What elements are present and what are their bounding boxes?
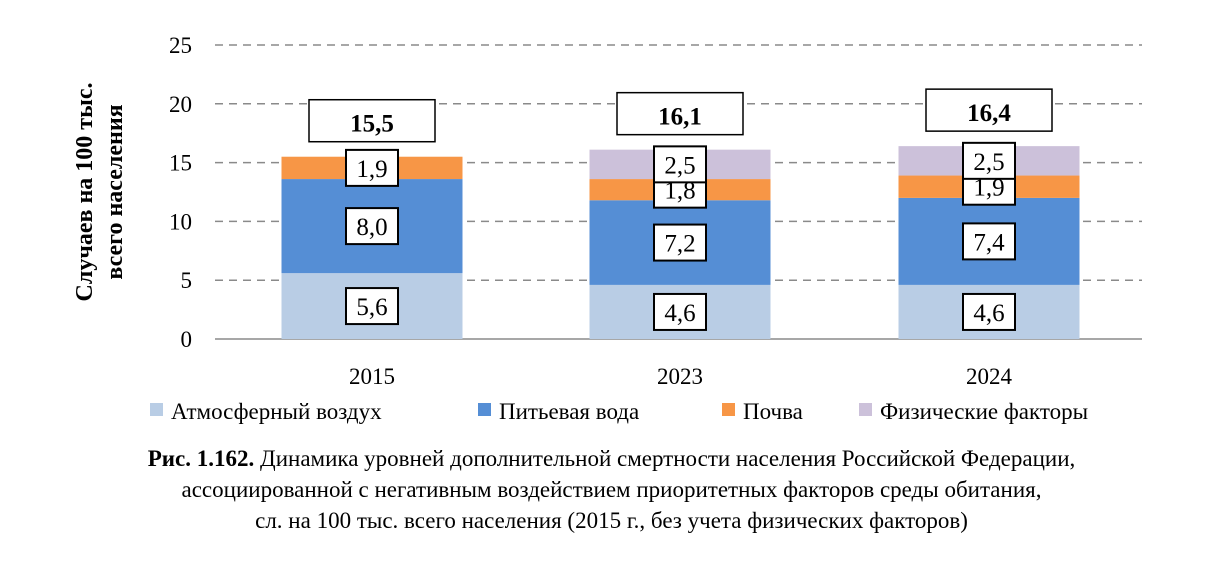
legend-swatch [722, 403, 735, 416]
y-axis-title: Случаев на 100 тыс. [72, 83, 98, 302]
caption-line-3: сл. на 100 тыс. всего населения (2015 г.… [255, 508, 968, 533]
legend-swatch [859, 403, 872, 416]
legend-label: Почва [743, 399, 803, 424]
x-tick-label: 2015 [349, 364, 395, 389]
y-tick-label: 10 [169, 209, 192, 234]
legend-swatch [150, 403, 163, 416]
x-tick-label: 2023 [657, 364, 703, 389]
caption-line-2: ассоциированной с негативным воздействие… [181, 477, 1042, 502]
data-label: 8,0 [356, 214, 387, 241]
total-label-box [925, 88, 1053, 132]
data-label: 7,4 [973, 229, 1005, 256]
data-label-box [653, 292, 707, 331]
total-label: 16,1 [658, 104, 702, 131]
data-label: 7,2 [664, 231, 695, 258]
data-label: 1,9 [356, 156, 387, 183]
data-label: 2,5 [973, 149, 1004, 176]
caption-prefix: Рис. 1.162. [147, 446, 255, 471]
legend-label: Физические факторы [880, 399, 1088, 424]
y-tick-label: 5 [181, 268, 193, 293]
data-label-box [345, 207, 399, 246]
data-label-box [345, 148, 399, 187]
data-label: 2,5 [664, 152, 695, 179]
y-tick-label: 15 [169, 151, 192, 176]
data-label: 5,6 [356, 294, 387, 321]
y-axis-title: всего населения [102, 104, 128, 279]
total-label: 16,4 [967, 100, 1011, 127]
data-label: 4,6 [973, 300, 1004, 327]
legend-label: Питьевая вода [499, 399, 639, 424]
y-tick-label: 0 [181, 327, 193, 352]
caption-line-1: Рис. 1.162. Динамика уровней дополнитель… [0, 446, 1223, 472]
y-tick-label: 25 [169, 33, 192, 58]
data-label-box [962, 222, 1016, 261]
caption-text-1: Динамика уровней дополнительной смертнос… [254, 446, 1076, 471]
x-tick-label: 2024 [966, 364, 1013, 389]
legend-label: Атмосферный воздух [171, 399, 382, 424]
data-label-box [653, 145, 707, 184]
total-label: 15,5 [350, 111, 394, 138]
total-label-box [308, 98, 436, 143]
data-label-box [653, 223, 707, 262]
y-tick-label: 20 [169, 92, 192, 117]
data-label: 4,6 [664, 300, 695, 327]
data-label-box [345, 287, 399, 326]
total-label-box [616, 91, 744, 136]
stacked-bar-chart: 0 5 10 15 20 25 Случаев на 100 тыс. всего насел… [72, 33, 1142, 424]
legend-swatch [478, 403, 491, 416]
data-label-box [962, 292, 1016, 331]
data-label-box [962, 141, 1016, 180]
